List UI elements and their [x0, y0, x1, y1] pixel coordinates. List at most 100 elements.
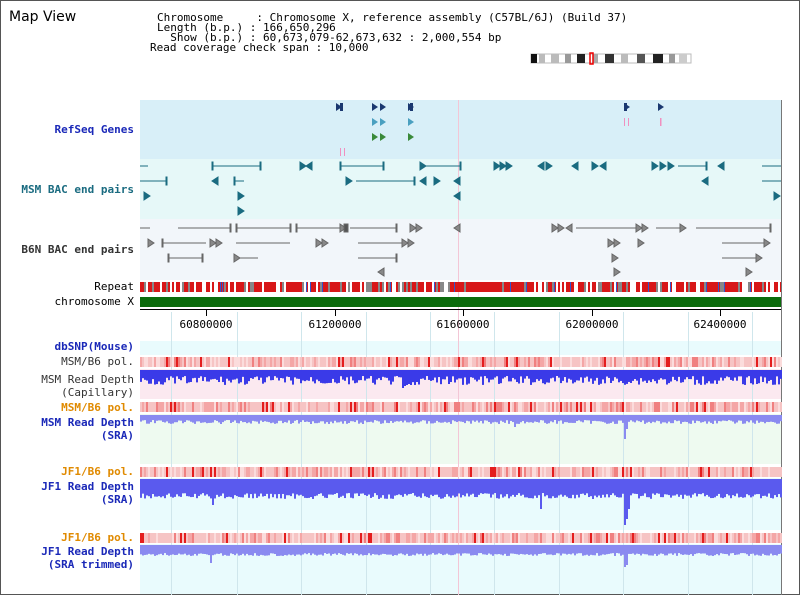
depth-bar — [444, 415, 446, 422]
msm-bac-pairs[interactable] — [140, 159, 781, 219]
track-label-msm-capillary-depth[interactable]: MSM Read Depth (Capillary) — [41, 373, 134, 399]
track-label-jf1-trimmed-depth[interactable]: JF1 Read Depth (SRA trimmed) — [41, 545, 134, 571]
repeat-segment — [590, 282, 592, 292]
depth-bar — [170, 415, 172, 424]
repeat-segment — [610, 282, 612, 292]
pol-cell — [312, 533, 314, 543]
pol-cell — [362, 467, 364, 477]
depth-bar — [382, 370, 384, 377]
track-label-jf1-b6-pol[interactable]: JF1/B6 pol. — [61, 531, 134, 544]
track-label-dbsnp[interactable]: dbSNP(Mouse) — [54, 340, 134, 353]
pol-cell — [506, 402, 508, 412]
refseq-gene-glyphs[interactable] — [140, 100, 781, 160]
depth-bar — [606, 479, 608, 495]
pol-cell — [156, 467, 158, 477]
depth-bar — [306, 370, 308, 381]
depth-bar — [594, 415, 596, 421]
pol-cell — [616, 402, 618, 412]
track-label-jf1-b6-pol[interactable]: JF1/B6 pol. — [61, 465, 134, 478]
pol-cell — [328, 533, 330, 543]
pol-cell — [652, 402, 654, 412]
repeat-track[interactable] — [140, 282, 781, 292]
jf1-trimmed-depth-plot[interactable] — [140, 545, 782, 569]
pol-cell — [664, 467, 666, 477]
track-label-chromosome[interactable]: chromosome X — [54, 295, 134, 308]
msm-b6-pol-strip[interactable] — [140, 402, 782, 412]
pol-cell — [260, 467, 262, 477]
pol-cell — [140, 357, 142, 367]
track-label-msm-b6-pol[interactable]: MSM/B6 pol. — [61, 355, 134, 368]
track-label-repeat[interactable]: Repeat — [94, 280, 134, 293]
depth-bar — [672, 370, 674, 377]
b6n-bac-pairs[interactable] — [140, 219, 781, 281]
pol-cell — [180, 357, 182, 367]
depth-bar — [384, 370, 386, 378]
depth-bar — [420, 370, 422, 379]
depth-bar — [438, 479, 440, 498]
pol-cell — [266, 357, 268, 367]
depth-bar — [296, 479, 298, 495]
pol-cell — [552, 533, 554, 543]
pol-cell — [526, 402, 528, 412]
repeat-segment — [410, 282, 412, 292]
jf1-b6-pol-strip[interactable] — [140, 533, 782, 543]
track-label-refseq[interactable]: RefSeq Genes — [54, 123, 134, 136]
depth-bar — [246, 545, 248, 554]
pol-cell — [570, 533, 572, 543]
msm-capillary-depth-plot[interactable] — [140, 370, 782, 398]
depth-bar — [684, 479, 686, 495]
pol-cell — [250, 467, 252, 477]
track-label-msm-b6-pol[interactable]: MSM/B6 pol. — [61, 401, 134, 414]
jf1-b6-pol-strip[interactable] — [140, 467, 782, 477]
repeat-segment — [166, 282, 168, 292]
pol-cell — [722, 533, 724, 543]
depth-bar — [494, 415, 496, 422]
pol-cell — [470, 402, 472, 412]
pol-cell — [572, 533, 574, 543]
pol-cell — [336, 467, 338, 477]
pol-cell — [478, 467, 480, 477]
depth-bar — [656, 545, 658, 556]
depth-bar — [602, 479, 604, 495]
pol-cell — [698, 467, 700, 477]
chromosome-bar[interactable] — [140, 297, 781, 307]
pol-cell — [278, 467, 280, 477]
depth-bar — [708, 479, 710, 497]
msm-b6-pol-strip[interactable] — [140, 357, 782, 367]
repeat-segment — [440, 282, 442, 292]
pol-cell — [398, 402, 400, 412]
track-label-msm-bac[interactable]: MSM BAC end pairs — [21, 183, 134, 196]
depth-bar — [556, 415, 558, 424]
jf1-sra-depth-plot[interactable] — [140, 479, 782, 529]
pol-cell — [404, 357, 406, 367]
depth-bar — [748, 415, 750, 423]
pol-cell — [142, 357, 144, 367]
pol-cell — [684, 357, 686, 367]
pol-cell — [334, 402, 336, 412]
pol-cell — [472, 467, 474, 477]
pol-cell — [724, 467, 726, 477]
depth-bar — [738, 415, 740, 421]
depth-bar — [744, 370, 746, 385]
track-label-msm-sra-depth[interactable]: MSM Read Depth (SRA) — [41, 416, 134, 442]
depth-bar — [156, 545, 158, 556]
depth-bar — [544, 415, 546, 423]
repeat-segment — [510, 282, 511, 292]
depth-bar — [226, 415, 228, 421]
pol-cell — [776, 402, 778, 412]
depth-bar — [612, 415, 614, 422]
pol-cell — [296, 533, 298, 543]
msm-sra-depth-plot[interactable] — [140, 415, 782, 443]
depth-bar — [614, 370, 616, 378]
track-label-b6n-bac[interactable]: B6N BAC end pairs — [21, 243, 134, 256]
depth-bar — [412, 545, 414, 555]
repeat-segment — [174, 282, 176, 292]
chromosome-ideogram[interactable] — [529, 52, 699, 65]
depth-bar — [298, 415, 300, 424]
track-label-jf1-sra-depth[interactable]: JF1 Read Depth (SRA) — [41, 480, 134, 506]
depth-bar — [178, 370, 180, 379]
depth-bar — [660, 415, 662, 424]
right-border-line — [781, 100, 782, 595]
depth-bar — [416, 545, 418, 554]
depth-bar — [368, 545, 370, 554]
